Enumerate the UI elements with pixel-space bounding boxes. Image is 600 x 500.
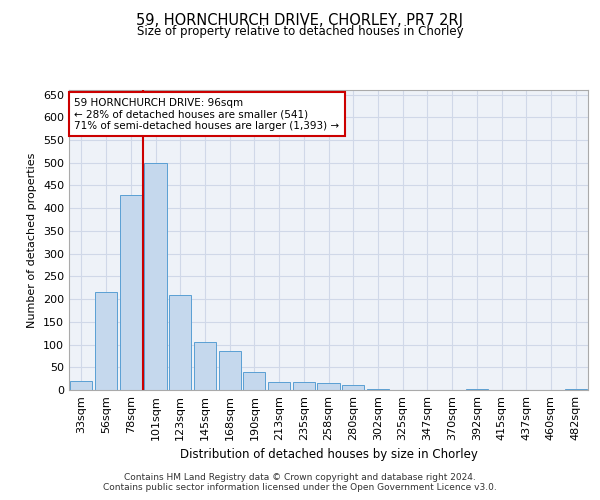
Text: Contains public sector information licensed under the Open Government Licence v3: Contains public sector information licen… xyxy=(103,482,497,492)
Bar xyxy=(194,342,216,390)
Bar xyxy=(70,381,92,390)
X-axis label: Distribution of detached houses by size in Chorley: Distribution of detached houses by size … xyxy=(179,448,478,462)
Text: 59 HORNCHURCH DRIVE: 96sqm
← 28% of detached houses are smaller (541)
71% of sem: 59 HORNCHURCH DRIVE: 96sqm ← 28% of deta… xyxy=(74,98,340,130)
Bar xyxy=(293,382,315,390)
Bar xyxy=(243,372,265,390)
Y-axis label: Number of detached properties: Number of detached properties xyxy=(28,152,37,328)
Bar xyxy=(565,388,587,390)
Bar xyxy=(317,383,340,390)
Bar xyxy=(367,388,389,390)
Bar xyxy=(268,382,290,390)
Text: Size of property relative to detached houses in Chorley: Size of property relative to detached ho… xyxy=(137,25,463,38)
Bar xyxy=(169,294,191,390)
Bar xyxy=(119,194,142,390)
Text: Contains HM Land Registry data © Crown copyright and database right 2024.: Contains HM Land Registry data © Crown c… xyxy=(124,472,476,482)
Text: 59, HORNCHURCH DRIVE, CHORLEY, PR7 2RJ: 59, HORNCHURCH DRIVE, CHORLEY, PR7 2RJ xyxy=(137,12,464,28)
Bar xyxy=(145,162,167,390)
Bar xyxy=(218,352,241,390)
Bar xyxy=(466,388,488,390)
Bar xyxy=(95,292,117,390)
Bar xyxy=(342,386,364,390)
